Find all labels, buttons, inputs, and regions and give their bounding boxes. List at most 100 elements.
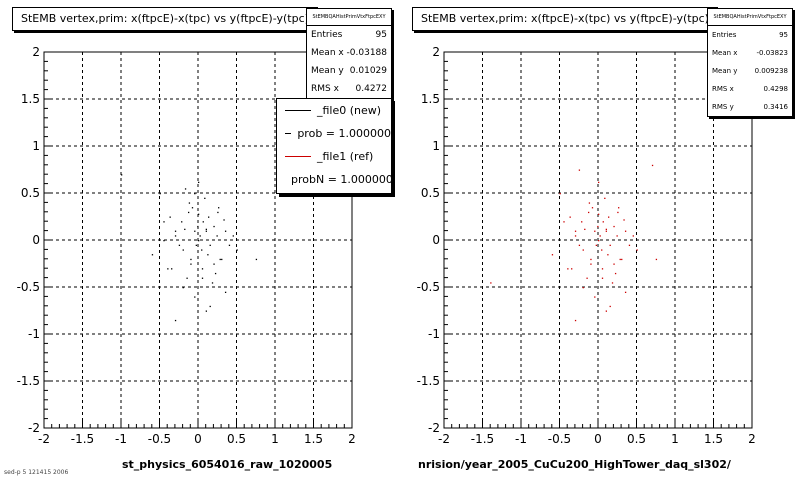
file-label: nrision/year_2005_CuCu200_HighTower_daq_… <box>418 458 731 471</box>
stats-value: -0.03823 <box>756 49 788 57</box>
legend-label: _file0 (new) <box>317 104 382 117</box>
stats-label: Mean y <box>712 67 738 75</box>
data-point <box>191 207 194 209</box>
data-point <box>211 282 214 284</box>
data-point <box>199 235 201 237</box>
legend-label: _file1 (ref) <box>317 150 374 163</box>
data-point <box>567 268 569 270</box>
data-point <box>623 219 625 221</box>
data-point <box>632 235 634 237</box>
data-point <box>209 244 211 246</box>
data-point <box>594 296 596 298</box>
right-chart-panel: -2 -1.5 -1 -0.5 0 0.5 1 1.5 2 2 1.5 1 0.5 0 -0.5 -1 -1.5… <box>400 0 800 480</box>
data-point <box>209 305 211 308</box>
stats-row: Entries 95 <box>708 26 792 44</box>
data-point <box>624 230 627 232</box>
data-point <box>174 235 177 237</box>
data-point <box>197 225 199 228</box>
stats-value: 0.01029 <box>349 66 387 76</box>
data-point <box>595 244 597 246</box>
stats-row: Mean x -0.03823 <box>708 44 792 62</box>
data-point <box>590 263 592 265</box>
legend-item: probN = 1.000000 <box>277 168 391 191</box>
data-point <box>205 310 207 312</box>
data-point <box>194 296 196 298</box>
data-point <box>619 258 621 261</box>
x-tick-label: -1 <box>115 432 127 446</box>
data-point <box>599 235 601 237</box>
chart-title: StEMB vertex,prim: x(ftpcE)-x(tpc) vs y(… <box>412 7 718 31</box>
stats-value: 0.009238 <box>754 67 788 75</box>
stats-row: Mean y 0.009238 <box>708 62 792 80</box>
x-tick-label: -0.5 <box>548 432 571 446</box>
stats-value: -0.03188 <box>346 48 387 58</box>
data-point <box>586 277 588 279</box>
chart-title: StEMB vertex,prim: x(ftpcE)-x(tpc) vs y(… <box>12 7 318 31</box>
data-point <box>163 240 165 242</box>
data-point <box>624 291 627 293</box>
data-point <box>636 249 638 251</box>
data-point <box>163 221 165 223</box>
data-point <box>224 291 227 293</box>
data-point <box>228 244 231 246</box>
data-point <box>651 164 654 167</box>
data-point <box>588 202 591 204</box>
data-point <box>617 211 619 214</box>
x-tick-label: -0.5 <box>148 432 171 446</box>
data-point <box>574 230 577 232</box>
data-point <box>195 244 197 246</box>
data-point <box>174 319 177 322</box>
x-tick-label: 1.5 <box>704 432 723 446</box>
legend: _file0 (new) prob = 1.000000 _file1 (ref) p… <box>276 98 392 194</box>
data-point <box>174 230 177 232</box>
data-point <box>214 272 217 275</box>
data-point <box>602 221 604 223</box>
x-tick-label: 0.5 <box>227 432 246 446</box>
data-point <box>574 319 577 322</box>
data-point <box>569 216 571 218</box>
file-label: st_physics_6054016_raw_1020005 <box>122 458 333 471</box>
data-point <box>590 258 592 261</box>
data-point <box>201 277 204 279</box>
stats-label: Entries <box>311 30 343 40</box>
y-tick-label: 1.5 <box>421 92 440 106</box>
data-point <box>182 249 184 251</box>
stats-row: Mean y 0.01029 <box>307 62 391 80</box>
data-point <box>151 254 154 256</box>
legend-item: _file1 (ref) <box>277 145 391 168</box>
data-point <box>216 235 218 237</box>
data-point <box>582 287 584 289</box>
y-tick-label: -1.5 <box>417 374 440 388</box>
data-point <box>490 282 492 284</box>
x-tick-label: 1 <box>271 432 279 446</box>
x-tick-label: 1 <box>671 432 679 446</box>
stats-label: Mean x <box>712 49 738 57</box>
legend-item: prob = 1.000000 <box>277 122 391 145</box>
data-point <box>169 216 171 218</box>
left-scatter-plot: -2 -1.5 -1 -0.5 0 0.5 1 1.5 2 2 1.5 1 0.5 0 -0.5 -1 -1.5… <box>17 45 356 446</box>
data-point <box>217 211 219 214</box>
stats-row: Mean x -0.03188 <box>307 44 391 62</box>
data-point <box>218 207 220 209</box>
data-point <box>621 258 623 261</box>
data-point <box>190 263 192 265</box>
stats-label: Mean y <box>311 66 344 76</box>
data-point <box>605 310 607 312</box>
x-tick-label: 2 <box>348 432 356 446</box>
data-point <box>159 193 161 195</box>
data-point <box>608 216 610 218</box>
stats-label: RMS x <box>311 84 339 94</box>
data-point <box>181 221 183 223</box>
data-point <box>614 272 617 275</box>
data-point <box>563 221 565 223</box>
data-point <box>194 193 196 195</box>
x-tick-label: 0.5 <box>627 432 646 446</box>
stats-value: 95 <box>375 30 387 40</box>
data-point <box>578 169 581 171</box>
legend-label: probN = 1.000000 <box>291 173 392 186</box>
data-point <box>188 202 191 204</box>
data-point <box>221 258 223 261</box>
stats-header: StEMBQAHistPrimVtxFtpcEXY <box>708 9 792 26</box>
data-point <box>591 207 594 209</box>
stats-header: StEMBQAHistPrimVtxFtpcEXY <box>307 9 391 26</box>
